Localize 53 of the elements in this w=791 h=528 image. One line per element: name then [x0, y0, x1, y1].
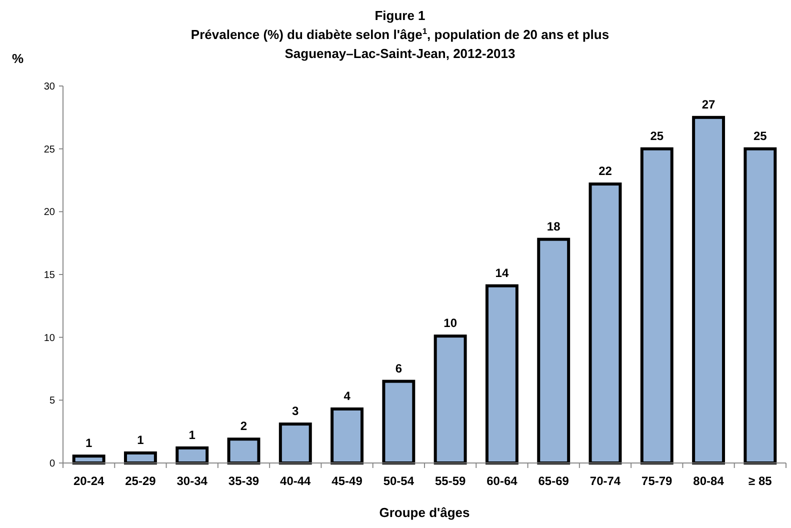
bar	[227, 438, 260, 464]
x-tick-label: 25-29	[125, 474, 156, 488]
bar	[588, 182, 622, 464]
y-tick-label: 10	[44, 332, 56, 344]
data-label: 1	[85, 436, 92, 450]
bar	[744, 147, 777, 464]
bar	[124, 451, 157, 464]
x-tick-label: 50-54	[383, 474, 414, 488]
x-tick-label: 65-69	[538, 474, 570, 488]
x-axis-title: Groupe d'âges	[379, 505, 470, 520]
data-label: 22	[598, 164, 612, 178]
bar	[640, 147, 674, 464]
data-label: 2	[240, 419, 248, 434]
data-label: 25	[650, 128, 664, 143]
bar	[434, 334, 467, 464]
data-label: 6	[395, 361, 402, 376]
data-label: 1	[188, 428, 196, 442]
x-tick-label: 20-24	[73, 474, 104, 488]
data-label: 4	[344, 388, 351, 403]
data-label: 14	[495, 266, 509, 280]
data-label: 1	[137, 432, 144, 447]
x-tick-label: 35-39	[228, 474, 260, 488]
x-tick-label: 55-59	[434, 474, 466, 488]
data-label: 27	[702, 97, 716, 112]
y-axis-title: %	[12, 51, 24, 66]
x-tick-label: 80-84	[693, 474, 724, 488]
data-label: 18	[546, 219, 561, 234]
data-label: 25	[754, 128, 768, 143]
y-tick-label: 30	[44, 82, 56, 92]
y-tick-label: 15	[44, 270, 56, 281]
x-tick-label: 45-49	[332, 474, 363, 488]
y-tick-label: 20	[44, 207, 56, 218]
bar	[537, 238, 570, 464]
y-tick-label: 25	[44, 144, 56, 156]
y-tick-label: 0	[49, 458, 56, 470]
bar	[485, 284, 518, 464]
x-tick-label: 60-64	[486, 474, 518, 488]
bar	[176, 446, 209, 464]
data-label: 3	[292, 404, 300, 418]
bar	[330, 407, 364, 464]
bar	[278, 422, 312, 464]
x-tick-label: ≥ 85	[748, 474, 772, 488]
x-tick-label: 70-74	[590, 474, 621, 488]
chart-title: Figure 1	[374, 8, 426, 23]
data-label: 10	[444, 316, 458, 330]
bar	[692, 116, 726, 464]
x-tick-label: 30-34	[176, 474, 208, 488]
bar	[72, 454, 106, 464]
x-tick-label: 75-79	[642, 474, 673, 488]
y-tick-label: 5	[49, 396, 56, 407]
chart-subtitle: Prévalence (%) du diabète selon l'âge$^{1}$, population de 20 ans et plus Saguenay–Lac-Saint-Jean, 2012-2013	[190, 26, 610, 61]
bar	[382, 380, 416, 464]
x-tick-label: 40-44	[280, 474, 312, 488]
